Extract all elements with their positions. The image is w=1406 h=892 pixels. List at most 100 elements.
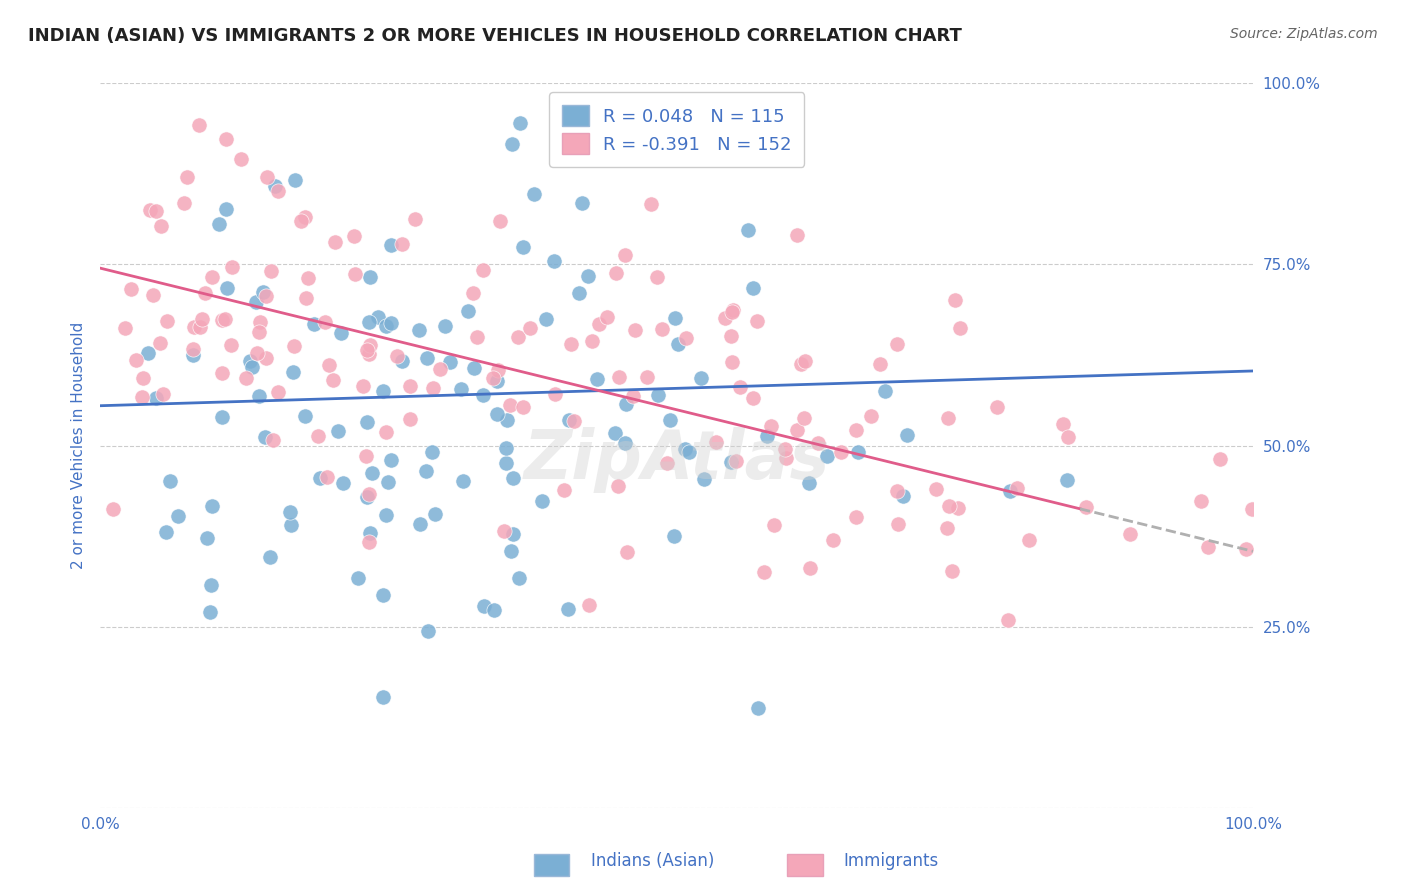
Indians (Asian) <box>690 370 713 384</box>
Indians (Asian) <box>155 525 177 540</box>
Immigrants <box>375 425 398 439</box>
Immigrants <box>613 248 636 262</box>
Indians (Asian) <box>571 196 593 211</box>
Indians (Asian) <box>508 572 530 586</box>
Immigrants <box>173 196 195 211</box>
Indians (Asian) <box>215 202 238 216</box>
Immigrants <box>256 170 278 185</box>
Indians (Asian) <box>484 603 506 617</box>
Immigrants <box>941 564 963 578</box>
Immigrants <box>560 336 582 351</box>
Immigrants <box>181 343 204 357</box>
Immigrants <box>544 386 567 401</box>
Immigrants <box>1018 533 1040 547</box>
Immigrants <box>290 214 312 228</box>
Immigrants <box>499 398 522 412</box>
Indians (Asian) <box>201 500 224 514</box>
Indians (Asian) <box>605 425 627 440</box>
Indians (Asian) <box>472 388 495 402</box>
Immigrants <box>721 355 744 369</box>
Indians (Asian) <box>200 577 222 591</box>
Immigrants <box>229 153 252 167</box>
Indians (Asian) <box>737 222 759 236</box>
Indians (Asian) <box>664 311 686 326</box>
Immigrants <box>553 483 575 498</box>
Indians (Asian) <box>755 429 778 443</box>
Indians (Asian) <box>359 315 381 329</box>
Indians (Asian) <box>666 337 689 351</box>
Indians (Asian) <box>567 286 589 301</box>
Indians (Asian) <box>374 508 396 523</box>
Immigrants <box>354 449 377 463</box>
Immigrants <box>132 371 155 385</box>
Immigrants <box>352 378 374 392</box>
Immigrants <box>807 436 830 450</box>
Text: INDIAN (ASIAN) VS IMMIGRANTS 2 OR MORE VEHICLES IN HOUSEHOLD CORRELATION CHART: INDIAN (ASIAN) VS IMMIGRANTS 2 OR MORE V… <box>28 27 962 45</box>
Immigrants <box>359 347 381 361</box>
Immigrants <box>235 371 257 385</box>
Immigrants <box>721 305 744 319</box>
Indians (Asian) <box>391 354 413 368</box>
Indians (Asian) <box>658 413 681 427</box>
Immigrants <box>142 288 165 302</box>
Immigrants <box>1234 542 1257 557</box>
Indians (Asian) <box>585 372 607 386</box>
Immigrants <box>578 598 600 612</box>
Immigrants <box>139 202 162 217</box>
Indians (Asian) <box>278 505 301 519</box>
Immigrants <box>191 312 214 326</box>
Immigrants <box>1057 430 1080 444</box>
Immigrants <box>1052 417 1074 432</box>
Immigrants <box>562 414 585 428</box>
Indians (Asian) <box>534 312 557 326</box>
Indians (Asian) <box>423 507 446 521</box>
Immigrants <box>429 362 451 376</box>
Indians (Asian) <box>207 217 229 231</box>
Indians (Asian) <box>356 490 378 504</box>
Immigrants <box>262 433 284 447</box>
Immigrants <box>249 315 271 329</box>
Immigrants <box>254 351 277 365</box>
Indians (Asian) <box>495 413 517 427</box>
Immigrants <box>1197 540 1219 554</box>
Indians (Asian) <box>416 351 439 365</box>
Indians (Asian) <box>332 475 354 490</box>
Immigrants <box>936 411 959 425</box>
Immigrants <box>259 263 281 277</box>
Immigrants <box>823 533 845 547</box>
Immigrants <box>786 423 808 437</box>
Immigrants <box>943 293 966 307</box>
Immigrants <box>399 379 422 393</box>
Immigrants <box>606 479 628 493</box>
Immigrants <box>605 266 627 280</box>
Indians (Asian) <box>247 389 270 403</box>
Indians (Asian) <box>308 471 330 485</box>
Immigrants <box>359 486 381 500</box>
Indians (Asian) <box>1056 473 1078 487</box>
Indians (Asian) <box>346 571 368 585</box>
Immigrants <box>790 357 813 371</box>
Immigrants <box>194 285 217 300</box>
Indians (Asian) <box>485 374 508 388</box>
Immigrants <box>294 210 316 224</box>
Immigrants <box>343 267 366 281</box>
Immigrants <box>215 131 238 145</box>
Immigrants <box>773 442 796 456</box>
Immigrants <box>256 289 278 303</box>
Indians (Asian) <box>647 388 669 402</box>
Immigrants <box>720 329 742 343</box>
Indians (Asian) <box>662 529 685 543</box>
Immigrants <box>512 400 534 414</box>
Indians (Asian) <box>614 436 637 450</box>
Immigrants <box>314 315 336 329</box>
Indians (Asian) <box>136 346 159 360</box>
Indians (Asian) <box>326 424 349 438</box>
Immigrants <box>860 409 883 424</box>
Immigrants <box>519 320 541 334</box>
Immigrants <box>404 211 426 226</box>
Indians (Asian) <box>420 445 443 459</box>
Immigrants <box>385 350 408 364</box>
Immigrants <box>307 428 329 442</box>
Immigrants <box>323 235 346 250</box>
Indians (Asian) <box>543 253 565 268</box>
